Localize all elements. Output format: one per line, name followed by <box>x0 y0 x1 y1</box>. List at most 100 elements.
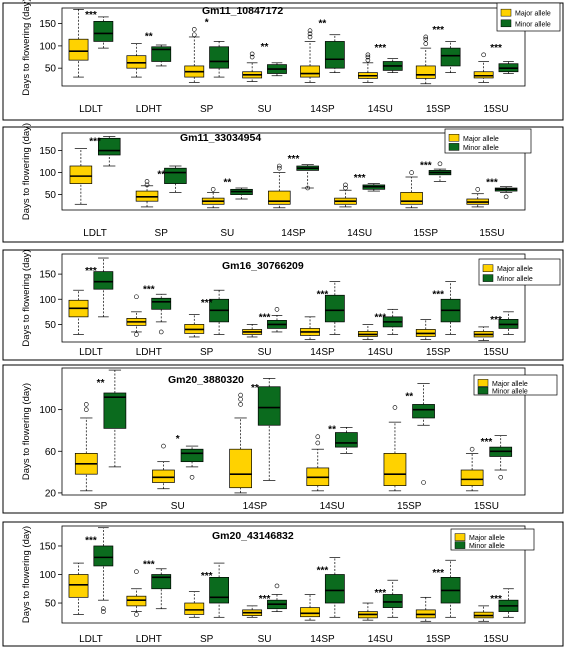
box-minor <box>103 392 127 429</box>
box-minor <box>324 574 345 604</box>
legend-label-major: Major allele <box>497 266 533 273</box>
significance-label: ** <box>251 383 259 394</box>
outlier-point <box>392 405 398 410</box>
box-major <box>229 448 252 489</box>
box-minor <box>440 47 461 67</box>
y-tick-label: 150 <box>39 146 56 157</box>
outlier-point <box>315 440 321 446</box>
x-category-label: 15SU <box>484 347 509 358</box>
x-category-label: LDLT <box>79 347 103 358</box>
chart-panel-5: 50 100 150 Days to flowering (day) Gm20_4314… <box>2 521 564 647</box>
y-axis-label: Days to flowering (day) <box>21 123 32 220</box>
box-minor <box>93 545 114 567</box>
box-minor <box>151 297 172 310</box>
category-group: *** 15SP <box>400 161 452 239</box>
legend-label-major: Major allele <box>463 136 499 143</box>
box-major <box>460 469 484 486</box>
legend-swatch-minor <box>477 386 489 395</box>
outlier-point <box>83 407 89 412</box>
x-category-label: LDHT <box>136 104 162 115</box>
significance-label: *** <box>85 10 97 21</box>
plot-area <box>61 132 526 211</box>
box-major <box>126 595 147 607</box>
outlier-point <box>161 443 166 449</box>
y-tick-label: 50 <box>45 190 57 201</box>
outlier-point <box>134 612 139 617</box>
box-major <box>300 607 320 618</box>
x-category-label: SU <box>171 501 185 512</box>
category-group: *** LDLT <box>68 257 114 358</box>
significance-label: *** <box>259 312 271 323</box>
plot-area <box>61 7 526 87</box>
legend-label-minor: Minor allele <box>515 21 551 28</box>
outlier-point <box>144 182 150 188</box>
outlier-point <box>158 329 164 335</box>
box-major <box>126 55 147 69</box>
box-minor <box>97 137 121 156</box>
x-category-label: SU <box>258 634 272 645</box>
y-tick-label: 100 <box>39 168 56 179</box>
x-category-label: 14SP <box>310 347 335 358</box>
outlier-point <box>101 609 106 614</box>
outlier-point <box>134 569 139 574</box>
x-category-label: SP <box>155 228 169 239</box>
significance-label: *** <box>374 588 386 599</box>
y-tick-label: 50 <box>45 64 57 75</box>
x-category-label: SP <box>200 104 214 115</box>
x-category-label: 15SU <box>479 228 504 239</box>
x-category-label: SU <box>220 228 234 239</box>
outlier-point <box>469 446 475 452</box>
chart-title: Gm11_10847172 <box>202 5 283 17</box>
outlier-point <box>437 161 443 167</box>
significance-label: ** <box>145 32 153 43</box>
legend-swatch-major <box>448 134 460 142</box>
x-category-label: 15SU <box>474 501 499 512</box>
box-minor <box>412 404 435 419</box>
x-category-label: LDHT <box>136 634 162 645</box>
outlier-point <box>498 475 504 480</box>
box-minor <box>382 594 403 608</box>
significance-label: *** <box>288 154 300 165</box>
category-group: ** 14SP <box>229 378 281 512</box>
category-group: *** 14SU <box>357 308 403 358</box>
significance-label: *** <box>486 177 498 188</box>
box-minor <box>151 46 172 62</box>
outlier-point <box>274 583 280 589</box>
x-category-label: 15SP <box>414 228 439 239</box>
category-group: ** SP <box>74 369 127 512</box>
chart-title: Gm20_3880320 <box>168 374 244 386</box>
legend-box <box>450 528 535 551</box>
y-tick-label: 150 <box>39 19 56 30</box>
box-major <box>383 453 407 486</box>
significance-label: *** <box>374 312 386 323</box>
y-tick-label: 100 <box>39 570 56 581</box>
y-axis-label: Days to flowering (day) <box>21 249 32 346</box>
significance-label: * <box>176 434 180 445</box>
chart-panel-4: 20 60 100 Days to flowering (day) Gm20_38803… <box>2 364 564 514</box>
x-category-label: SP <box>200 634 214 645</box>
x-category-label: 14SP <box>310 634 335 645</box>
x-category-label: LDLT <box>79 104 103 115</box>
significance-label: ** <box>261 42 269 53</box>
significance-label: *** <box>317 290 329 301</box>
outlier-point <box>238 402 243 407</box>
significance-label: *** <box>89 136 101 147</box>
outlier-point <box>277 165 282 171</box>
outlier-point <box>481 52 486 58</box>
outlier-point <box>249 54 255 60</box>
significance-label: ** <box>157 169 165 180</box>
x-category-label: SU <box>258 104 272 115</box>
category-group: ** 15SP <box>383 383 435 512</box>
category-group: *** SP <box>184 289 230 358</box>
significance-label: *** <box>201 298 213 309</box>
y-tick-label: 50 <box>45 599 57 610</box>
category-group: ** 14SU <box>306 425 358 512</box>
y-tick-label: 150 <box>39 541 56 552</box>
box-major <box>184 602 205 615</box>
outlier-point <box>365 57 371 63</box>
outlier-point <box>315 434 321 440</box>
y-axis-label: Days to flowering (day) <box>21 383 32 480</box>
significance-label: ** <box>405 392 413 403</box>
box-minor <box>335 432 358 448</box>
